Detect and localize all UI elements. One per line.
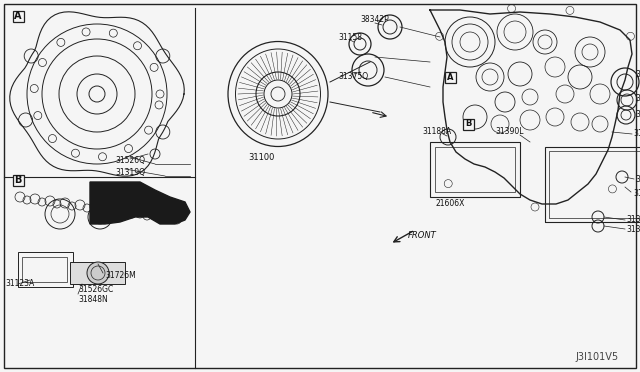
Text: 31158: 31158	[338, 33, 362, 42]
Bar	[545, 147, 640, 222]
Circle shape	[87, 262, 109, 284]
Text: B: B	[14, 175, 22, 185]
Bar	[430, 142, 520, 197]
Text: 31124A: 31124A	[635, 176, 640, 185]
Text: 38342P: 38342P	[360, 16, 388, 25]
FancyBboxPatch shape	[13, 174, 24, 186]
Text: 31397: 31397	[633, 129, 640, 138]
FancyBboxPatch shape	[13, 10, 24, 22]
Text: 31188A: 31188A	[422, 128, 451, 137]
Polygon shape	[90, 182, 190, 224]
Text: 31390L: 31390L	[495, 128, 524, 137]
Text: 31726M: 31726M	[105, 272, 136, 280]
Text: 31526GC: 31526GC	[78, 285, 113, 295]
Text: FRONT: FRONT	[408, 231, 436, 241]
Bar	[549, 151, 640, 218]
Text: 31375Q: 31375Q	[338, 71, 368, 80]
FancyBboxPatch shape	[445, 71, 456, 83]
Bar	[435, 147, 515, 192]
Text: 38342Q: 38342Q	[635, 70, 640, 78]
Text: B: B	[465, 119, 471, 128]
Bar	[18, 252, 73, 287]
Text: 31394: 31394	[626, 224, 640, 234]
Text: 31394E: 31394E	[626, 215, 640, 224]
Text: 31390: 31390	[633, 189, 640, 199]
Text: 31848N: 31848N	[78, 295, 108, 304]
Text: 31526Q: 31526Q	[115, 157, 145, 166]
Bar	[70, 262, 125, 284]
Text: 31100: 31100	[248, 153, 275, 161]
Text: J3I101V5: J3I101V5	[575, 352, 618, 362]
Text: A: A	[447, 73, 453, 81]
Text: 21606X: 21606X	[435, 199, 465, 208]
Text: 31123A: 31123A	[5, 279, 35, 289]
Text: 31526QA: 31526QA	[635, 94, 640, 103]
Text: 31319QA: 31319QA	[635, 109, 640, 119]
FancyBboxPatch shape	[463, 119, 474, 129]
Text: A: A	[14, 11, 22, 21]
Bar	[22, 257, 67, 282]
Text: 31319Q: 31319Q	[115, 167, 145, 176]
